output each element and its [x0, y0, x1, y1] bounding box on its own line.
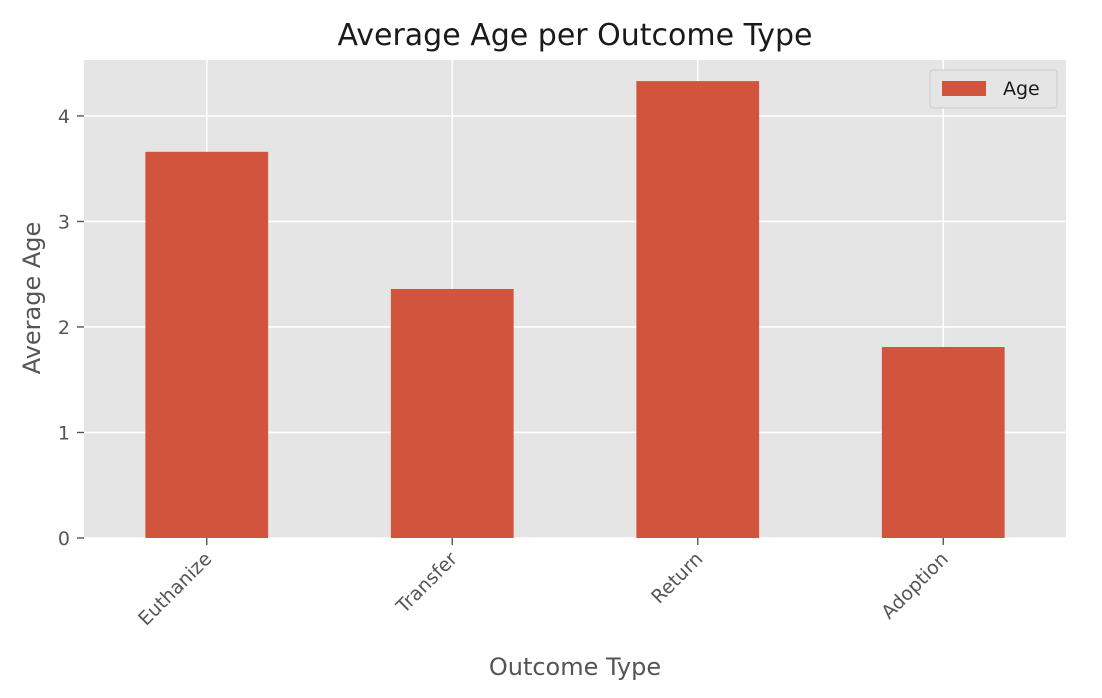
- bar-euthanize: [145, 151, 269, 538]
- x-tick-label: Adoption: [877, 548, 953, 624]
- legend-label: Age: [1003, 78, 1040, 100]
- bars: [145, 81, 1005, 538]
- y-tick-label: 1: [58, 422, 70, 444]
- legend-swatch: [942, 81, 986, 96]
- legend: Age: [929, 69, 1058, 109]
- y-axis-label: Average Age: [18, 222, 46, 375]
- bar-transfer: [390, 288, 514, 538]
- x-tick-label: Transfer: [391, 548, 461, 618]
- y-tick-label: 0: [58, 528, 70, 550]
- y-axis-ticks: 0 1 2 3 4: [58, 106, 84, 550]
- x-axis-ticks: Euthanize Transfer Return Adoption: [134, 538, 953, 630]
- x-axis-label: Outcome Type: [489, 653, 661, 681]
- x-tick-label: Return: [647, 548, 707, 608]
- x-tick-label: Euthanize: [134, 548, 216, 630]
- bar-adoption: [881, 347, 1005, 538]
- chart-title: Average Age per Outcome Type: [337, 18, 812, 53]
- legend-box: [929, 69, 1058, 109]
- bar-return: [636, 81, 760, 538]
- y-tick-label: 3: [58, 211, 70, 233]
- y-tick-label: 4: [58, 106, 70, 128]
- y-tick-label: 2: [58, 317, 70, 339]
